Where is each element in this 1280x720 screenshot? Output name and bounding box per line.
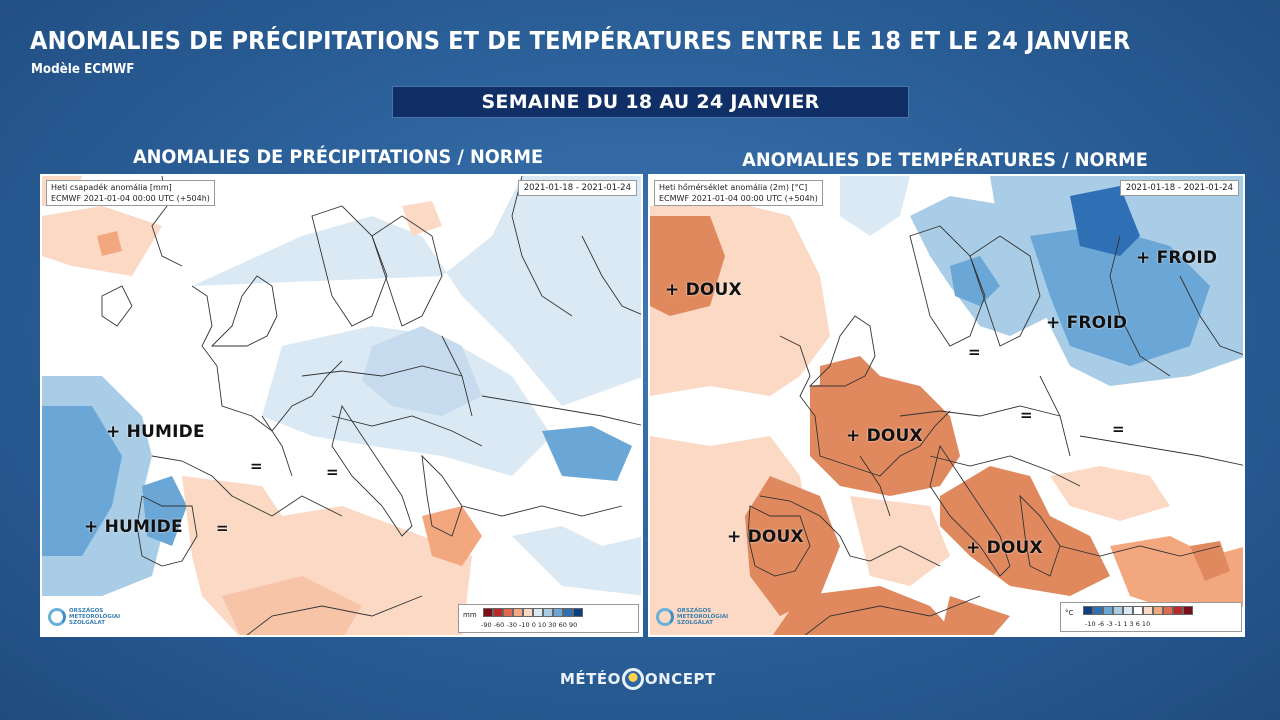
precip-label-humid-2: + HUMIDE bbox=[84, 517, 183, 537]
omsz-logo-icon bbox=[48, 608, 66, 626]
temp-swatch-10 bbox=[1173, 606, 1183, 615]
precip-swatch-10 bbox=[573, 608, 583, 617]
temp-swatch-9 bbox=[1163, 606, 1173, 615]
temp-info-box: Heti hőmérséklet anomália (2m) [°C] ECMW… bbox=[654, 180, 823, 206]
omsz-logo-temp: ORSZÁGOS METEOROLÓGIAI SZOLGÁLAT bbox=[656, 608, 729, 626]
temp-swatch-3 bbox=[1103, 606, 1113, 615]
temp-swatch-7 bbox=[1143, 606, 1153, 615]
temp-swatch-5 bbox=[1123, 606, 1133, 615]
temp-label-equal-1: = bbox=[968, 343, 981, 361]
temp-map-graphic bbox=[650, 176, 1243, 635]
precip-date-range: 2021-01-18 - 2021-01-24 bbox=[517, 180, 637, 196]
meteo-concept-logo: MÉTÉO ONCEPT bbox=[560, 668, 716, 690]
omsz-logo: ORSZÁGOS METEOROLÓGIAI SZOLGÁLAT bbox=[48, 608, 121, 626]
temp-swatch-1 bbox=[1083, 606, 1093, 615]
precip-swatch-8 bbox=[553, 608, 563, 617]
precip-swatch-7 bbox=[543, 608, 553, 617]
precip-map-graphic bbox=[42, 176, 641, 635]
temp-legend-ticks: -10 -6 -3 -1 1 3 6 10 bbox=[1085, 620, 1151, 628]
temp-label-warm-france: + DOUX bbox=[846, 426, 923, 446]
temp-map: Heti hőmérséklet anomália (2m) [°C] ECMW… bbox=[648, 174, 1245, 637]
temp-info-line1: Heti hőmérséklet anomália (2m) [°C] bbox=[659, 183, 808, 192]
temp-heading: ANOMALIES DE TEMPÉRATURES / NORME bbox=[742, 149, 1148, 171]
omsz-logo-temp-icon bbox=[656, 608, 674, 626]
temp-label-warm-atlantic: + DOUX bbox=[665, 280, 742, 300]
temp-info-line2: ECMWF 2021-01-04 00:00 UTC (+504h) bbox=[659, 194, 818, 203]
precip-heading: ANOMALIES DE PRÉCIPITATIONS / NORME bbox=[132, 146, 544, 168]
precip-label-equal-3: = bbox=[216, 519, 229, 537]
precip-legend-ticks: -90 -60 -30 -10 0 10 30 60 90 bbox=[481, 621, 578, 629]
precip-label-equal-2: = bbox=[326, 463, 339, 481]
precip-info-line1: Heti csapadék anomália [mm] bbox=[51, 183, 172, 192]
temp-label-cold-baltic: + FROID bbox=[1046, 313, 1128, 333]
precip-swatch-3 bbox=[503, 608, 513, 617]
temp-swatch-6 bbox=[1133, 606, 1143, 615]
precip-swatch-5 bbox=[523, 608, 533, 617]
omsz-logo-temp-text: ORSZÁGOS METEOROLÓGIAI SZOLGÁLAT bbox=[677, 608, 729, 626]
temp-label-equal-2: = bbox=[1020, 406, 1033, 424]
week-banner: SEMAINE DU 18 AU 24 JANVIER bbox=[392, 86, 909, 118]
omsz-logo-text: ORSZÁGOS METEOROLÓGIAI SZOLGÁLAT bbox=[69, 608, 121, 626]
temp-swatch-4 bbox=[1113, 606, 1123, 615]
precip-swatch-2 bbox=[493, 608, 503, 617]
temp-swatch-11 bbox=[1183, 606, 1193, 615]
temp-label-cold-northeast: + FROID bbox=[1136, 248, 1218, 268]
sun-icon bbox=[621, 668, 644, 690]
temp-label-warm-balkans: + DOUX bbox=[966, 538, 1043, 558]
precip-legend-scale bbox=[483, 608, 583, 617]
temp-label-equal-3: = bbox=[1112, 420, 1125, 438]
temp-date-range: 2021-01-18 - 2021-01-24 bbox=[1119, 180, 1239, 196]
temp-legend: °C -10 -6 -3 -1 1 3 6 10 bbox=[1060, 602, 1242, 632]
precip-legend: mm -90 -60 -30 -10 0 10 30 60 90 bbox=[458, 604, 639, 633]
precip-swatch-4 bbox=[513, 608, 523, 617]
precip-info-box: Heti csapadék anomália [mm] ECMWF 2021-0… bbox=[46, 180, 215, 206]
precip-map: Heti csapadék anomália [mm] ECMWF 2021-0… bbox=[40, 174, 643, 637]
precip-legend-unit: mm bbox=[463, 611, 477, 619]
page-title: ANOMALIES DE PRÉCIPITATIONS ET DE TEMPÉR… bbox=[30, 26, 1131, 55]
model-subtitle: Modèle ECMWF bbox=[31, 62, 135, 77]
temp-swatch-2 bbox=[1093, 606, 1103, 615]
precip-swatch-1 bbox=[483, 608, 493, 617]
temp-legend-scale bbox=[1083, 606, 1193, 615]
precip-label-humid-1: + HUMIDE bbox=[106, 422, 205, 442]
footer-logo-right: ONCEPT bbox=[644, 670, 716, 688]
precip-label-equal-1: = bbox=[250, 457, 263, 475]
temp-legend-unit: °C bbox=[1065, 609, 1074, 617]
precip-info-line2: ECMWF 2021-01-04 00:00 UTC (+504h) bbox=[51, 194, 210, 203]
footer-logo-left: MÉTÉO bbox=[560, 670, 621, 688]
temp-swatch-8 bbox=[1153, 606, 1163, 615]
temp-label-warm-iberia: + DOUX bbox=[727, 527, 804, 547]
precip-swatch-9 bbox=[563, 608, 573, 617]
precip-swatch-6 bbox=[533, 608, 543, 617]
